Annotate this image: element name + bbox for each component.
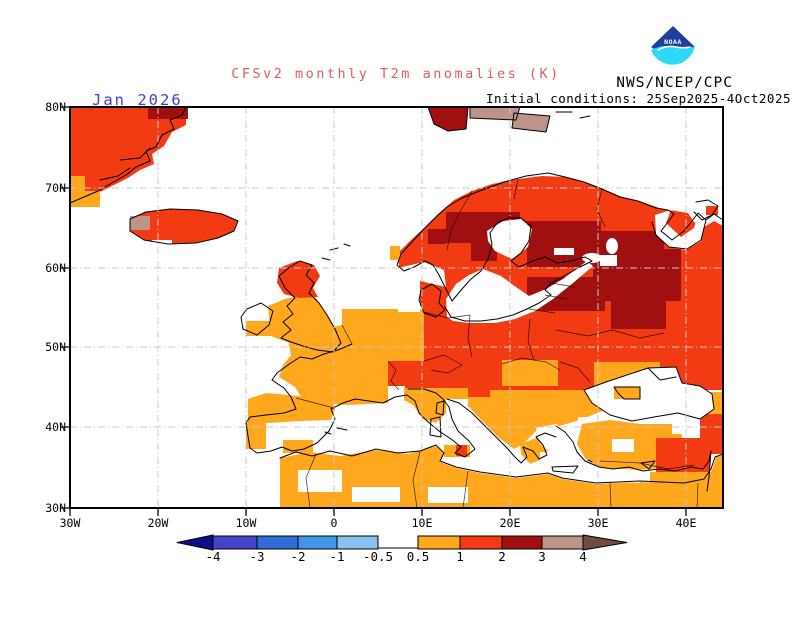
- lat-label: 30N: [45, 501, 66, 515]
- colorbar-segment: [212, 535, 258, 550]
- east-mediterranean: [540, 452, 640, 483]
- lat-label: 50N: [45, 340, 66, 354]
- lon-label: 30W: [60, 516, 81, 530]
- norway-coast: [396, 172, 566, 302]
- africa-coast: [279, 444, 724, 484]
- colorbar-label: -1: [329, 549, 344, 564]
- lon-label: 20W: [148, 516, 169, 530]
- corsica-sardinia: [324, 400, 445, 438]
- lon-label: 0: [331, 516, 338, 530]
- north-sea-east: [398, 270, 420, 312]
- lon-label: 10W: [236, 516, 257, 530]
- colorbar-label: -4: [205, 549, 220, 564]
- lon-label: 40E: [676, 516, 697, 530]
- seagull-icon: [657, 45, 691, 51]
- iceland-coast: [129, 208, 239, 245]
- aegean-sea: [536, 424, 577, 456]
- scotland-red: [277, 261, 320, 298]
- baltic-south-coast: [444, 260, 593, 322]
- black-sea-coast: [583, 366, 715, 422]
- iberia-north-orange: [248, 393, 335, 423]
- colorbar-segment: [459, 535, 503, 550]
- colorbar-segment: [336, 535, 379, 550]
- colorbar: -4 -3 -2 -1 -0.5 0.5 1 2 3 4: [176, 534, 628, 564]
- coastlines: [69, 106, 724, 492]
- svalbard-coast: [427, 106, 591, 133]
- lake-onega: [606, 238, 618, 254]
- greenland-coast: [69, 106, 187, 204]
- england-orange: [268, 295, 343, 353]
- nwrussia-darkred: [606, 231, 664, 251]
- lat-label: 60N: [45, 261, 66, 275]
- colorbar-label: 2: [498, 549, 506, 564]
- arctic-coast: [564, 176, 724, 250]
- baltic-sea: [446, 261, 593, 323]
- lon-ticks: [69, 508, 687, 516]
- noaa-logo-text: NOAA: [664, 38, 682, 46]
- colorbar-label: -2: [290, 549, 305, 564]
- colorbar-segment: [417, 535, 461, 550]
- lat-label: 70N: [45, 181, 66, 195]
- greenland-red: [70, 107, 186, 202]
- uk-coast: [278, 260, 342, 353]
- svalbard-tan: [470, 107, 520, 120]
- colorbar-label: 3: [538, 549, 546, 564]
- aegean-turkey-coast: [555, 425, 712, 492]
- lon-label: 30E: [588, 516, 609, 530]
- country-borders: [295, 178, 699, 509]
- east-turkey-red: [656, 438, 710, 478]
- ireland-coast: [240, 302, 274, 336]
- colorbar-label: 1: [456, 549, 464, 564]
- crete-cyprus: [551, 459, 656, 474]
- lat-label: 40N: [45, 420, 66, 434]
- map-frame: [61, 106, 724, 516]
- iceland-red: [130, 209, 238, 244]
- lon-axis-labels: 30W 20W 10W 0 10E 20E 30E 40E: [60, 516, 697, 530]
- lake-ladoga: [582, 253, 602, 263]
- forecast-month-label: Jan 2026: [92, 91, 183, 109]
- colorbar-arrow-left: [176, 534, 214, 551]
- lat-label: 80N: [45, 100, 66, 114]
- denmark-coast: [418, 283, 446, 318]
- colorbar-label: 0.5: [407, 549, 430, 564]
- org-label: NWS/NCEP/CPC: [616, 75, 733, 91]
- colorbar-segment: [541, 535, 584, 550]
- noaa-logo: NOAA: [650, 25, 696, 71]
- sicily-red: [456, 445, 467, 456]
- hungary-orange: [502, 360, 558, 386]
- west-europe-coast: [245, 343, 396, 454]
- svalbard-darkred: [428, 107, 468, 131]
- colorbar-segment: [256, 535, 299, 550]
- italy-coast: [394, 388, 476, 458]
- colorbar-label: -0.5: [363, 549, 393, 564]
- white-sea: [655, 210, 706, 250]
- denmark-red: [420, 285, 444, 317]
- balkans-orange: [468, 390, 610, 449]
- colorbar-label: -3: [249, 549, 264, 564]
- lon-label: 10E: [412, 516, 433, 530]
- colorbar-segment: [501, 535, 543, 550]
- lon-label: 20E: [500, 516, 521, 530]
- colorbar-arrow-right: [582, 534, 628, 551]
- black-sea: [584, 367, 714, 421]
- colorbar-segment: [297, 535, 338, 550]
- lat-axis-labels: 80N 70N 60N 50N 40N 30N: [45, 100, 66, 515]
- noaa-logo-sea: [651, 46, 695, 65]
- gridlines: [70, 107, 723, 508]
- init-conditions-label: Initial conditions: 25Sep2025-4Oct2025: [486, 91, 791, 106]
- ireland-south-orange: [246, 321, 279, 336]
- lat-ticks: [61, 106, 70, 509]
- adriatic-greece-coast: [446, 398, 557, 464]
- bothnia-finland-coast: [451, 217, 593, 302]
- sea-of-marmara: [578, 417, 588, 422]
- page-title: CFSv2 monthly T2m anomalies (K): [231, 66, 560, 82]
- iceland-tan: [130, 216, 150, 230]
- kanin-red-spot: [706, 206, 718, 215]
- colorbar-labels: -4 -3 -2 -1 -0.5 0.5 1 2 3 4: [205, 549, 586, 564]
- colorbar-label: 4: [579, 549, 587, 564]
